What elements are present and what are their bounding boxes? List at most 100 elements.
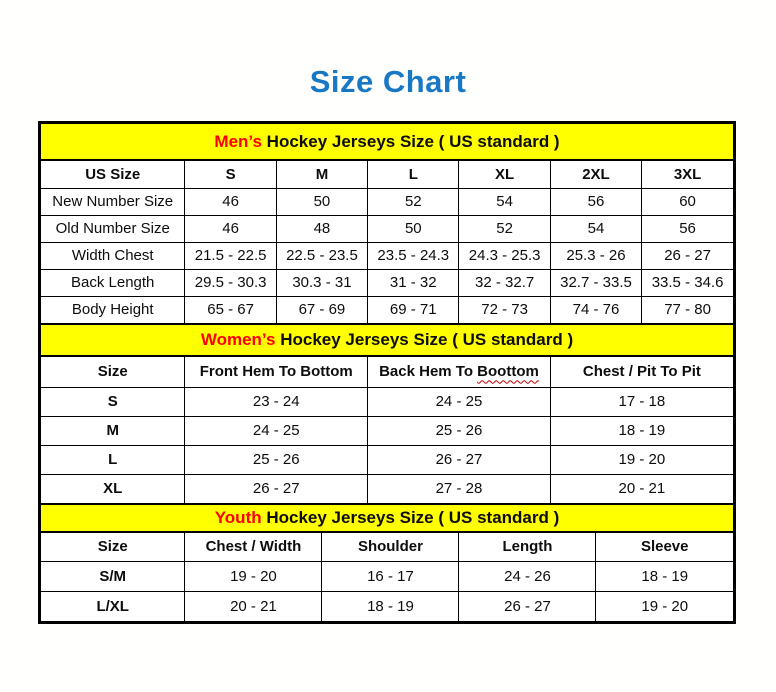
mens-size-table: US Size S M L XL 2XL 3XL New Number Size… [40, 160, 734, 324]
row-label: XL [40, 473, 186, 504]
column-header: Size [40, 532, 186, 562]
row-label: L/XL [40, 590, 186, 622]
size-value: 54 [458, 187, 551, 216]
size-value: 32.7 - 33.5 [549, 268, 643, 297]
column-header-text: Back Hem To [379, 363, 478, 381]
size-value: 18 - 19 [549, 415, 734, 446]
size-value: 29.5 - 30.3 [184, 268, 277, 297]
table-header-row: Size Front Hem To Bottom Back Hem To Boo… [40, 356, 734, 388]
size-value: 26 - 27 [367, 444, 551, 475]
table-row: Back Length 29.5 - 30.3 30.3 - 31 31 - 3… [40, 268, 734, 297]
size-value: 23.5 - 24.3 [367, 241, 460, 270]
size-value: 26 - 27 [641, 241, 734, 270]
womens-size-table: Size Front Hem To Bottom Back Hem To Boo… [40, 356, 734, 504]
column-header: Back Hem To Boottom [367, 356, 551, 388]
size-value: 33.5 - 34.6 [641, 268, 734, 297]
size-value: 50 [367, 214, 460, 243]
size-value: 17 - 18 [549, 386, 734, 417]
size-value: 25 - 26 [367, 415, 551, 446]
size-value: 16 - 17 [321, 560, 460, 592]
size-value: 52 [458, 214, 551, 243]
size-value: 19 - 20 [595, 590, 734, 622]
mens-section-title: Hockey Jerseys Size ( US standard ) [261, 131, 560, 151]
size-value: 25.3 - 26 [549, 241, 643, 270]
size-value: 26 - 27 [184, 473, 369, 504]
column-header: Size [40, 356, 186, 388]
column-header: Front Hem To Bottom [184, 356, 369, 388]
size-value: 77 - 80 [641, 295, 734, 324]
table-header-row: US Size S M L XL 2XL 3XL [40, 160, 734, 189]
table-row: M 24 - 25 25 - 26 18 - 19 [40, 415, 734, 446]
size-value: 31 - 32 [367, 268, 460, 297]
youth-section-title: Hockey Jerseys Size ( US standard ) [261, 508, 560, 527]
size-value: 46 [184, 214, 277, 243]
misspelled-word: Boottom [477, 363, 539, 381]
column-header: M [275, 160, 369, 189]
row-label: S [40, 386, 186, 417]
row-label: Back Length [40, 268, 186, 297]
size-value: 72 - 73 [458, 295, 551, 324]
size-value: 19 - 20 [549, 444, 734, 475]
size-value: 26 - 27 [458, 590, 597, 622]
size-chart: Men’s Hockey Jerseys Size ( US standard … [38, 121, 736, 624]
row-label: S/M [40, 560, 186, 592]
row-label: Old Number Size [40, 214, 186, 243]
size-value: 19 - 20 [184, 560, 323, 592]
size-value: 24 - 25 [367, 386, 551, 417]
womens-section-header: Women’s Hockey Jerseys Size ( US standar… [41, 323, 733, 357]
column-header: Chest / Width [184, 532, 323, 562]
size-value: 27 - 28 [367, 473, 551, 504]
size-value: 50 [275, 187, 369, 216]
column-header: Length [458, 532, 597, 562]
row-label: Width Chest [40, 241, 186, 270]
size-value: 56 [641, 214, 734, 243]
row-label: Body Height [40, 295, 186, 324]
youth-size-table: Size Chest / Width Shoulder Length Sleev… [40, 532, 734, 622]
size-value: 69 - 71 [367, 295, 460, 324]
size-value: 23 - 24 [184, 386, 369, 417]
row-label: L [40, 444, 186, 475]
size-value: 74 - 76 [549, 295, 643, 324]
mens-section-header: Men’s Hockey Jerseys Size ( US standard … [41, 124, 733, 161]
table-row: New Number Size 46 50 52 54 56 60 [40, 187, 734, 216]
size-value: 18 - 19 [595, 560, 734, 592]
column-header: 2XL [549, 160, 643, 189]
size-value: 65 - 67 [184, 295, 277, 324]
column-header: L [367, 160, 460, 189]
youth-section-highlight: Youth [214, 508, 262, 527]
size-value: 25 - 26 [184, 444, 369, 475]
table-header-row: Size Chest / Width Shoulder Length Sleev… [40, 532, 734, 562]
table-row: S 23 - 24 24 - 25 17 - 18 [40, 386, 734, 417]
size-value: 24 - 26 [458, 560, 597, 592]
table-row: L 25 - 26 26 - 27 19 - 20 [40, 444, 734, 475]
column-header: XL [458, 160, 551, 189]
womens-section-title: Hockey Jerseys Size ( US standard ) [275, 330, 574, 349]
size-value: 56 [549, 187, 643, 216]
column-header: US Size [40, 160, 186, 189]
size-value: 52 [367, 187, 460, 216]
column-header: S [184, 160, 277, 189]
size-value: 67 - 69 [275, 295, 369, 324]
row-label: M [40, 415, 186, 446]
page-title: Size Chart [309, 64, 467, 99]
table-row: Old Number Size 46 48 50 52 54 56 [40, 214, 734, 243]
column-header: Shoulder [321, 532, 460, 562]
size-value: 24 - 25 [184, 415, 369, 446]
table-row: S/M 19 - 20 16 - 17 24 - 26 18 - 19 [40, 560, 734, 592]
table-row: Width Chest 21.5 - 22.5 22.5 - 23.5 23.5… [40, 241, 734, 270]
womens-section-highlight: Women’s [200, 330, 276, 349]
mens-section-highlight: Men’s [214, 131, 262, 151]
size-value: 20 - 21 [184, 590, 323, 622]
size-value: 32 - 32.7 [458, 268, 551, 297]
column-header: Chest / Pit To Pit [549, 356, 734, 388]
size-value: 18 - 19 [321, 590, 460, 622]
size-value: 21.5 - 22.5 [184, 241, 277, 270]
size-value: 46 [184, 187, 277, 216]
row-label: New Number Size [40, 187, 186, 216]
table-row: XL 26 - 27 27 - 28 20 - 21 [40, 473, 734, 504]
table-row: L/XL 20 - 21 18 - 19 26 - 27 19 - 20 [40, 590, 734, 622]
youth-section-header: Youth Hockey Jerseys Size ( US standard … [41, 503, 733, 533]
size-value: 24.3 - 25.3 [458, 241, 551, 270]
size-value: 20 - 21 [549, 473, 734, 504]
column-header: Sleeve [595, 532, 734, 562]
